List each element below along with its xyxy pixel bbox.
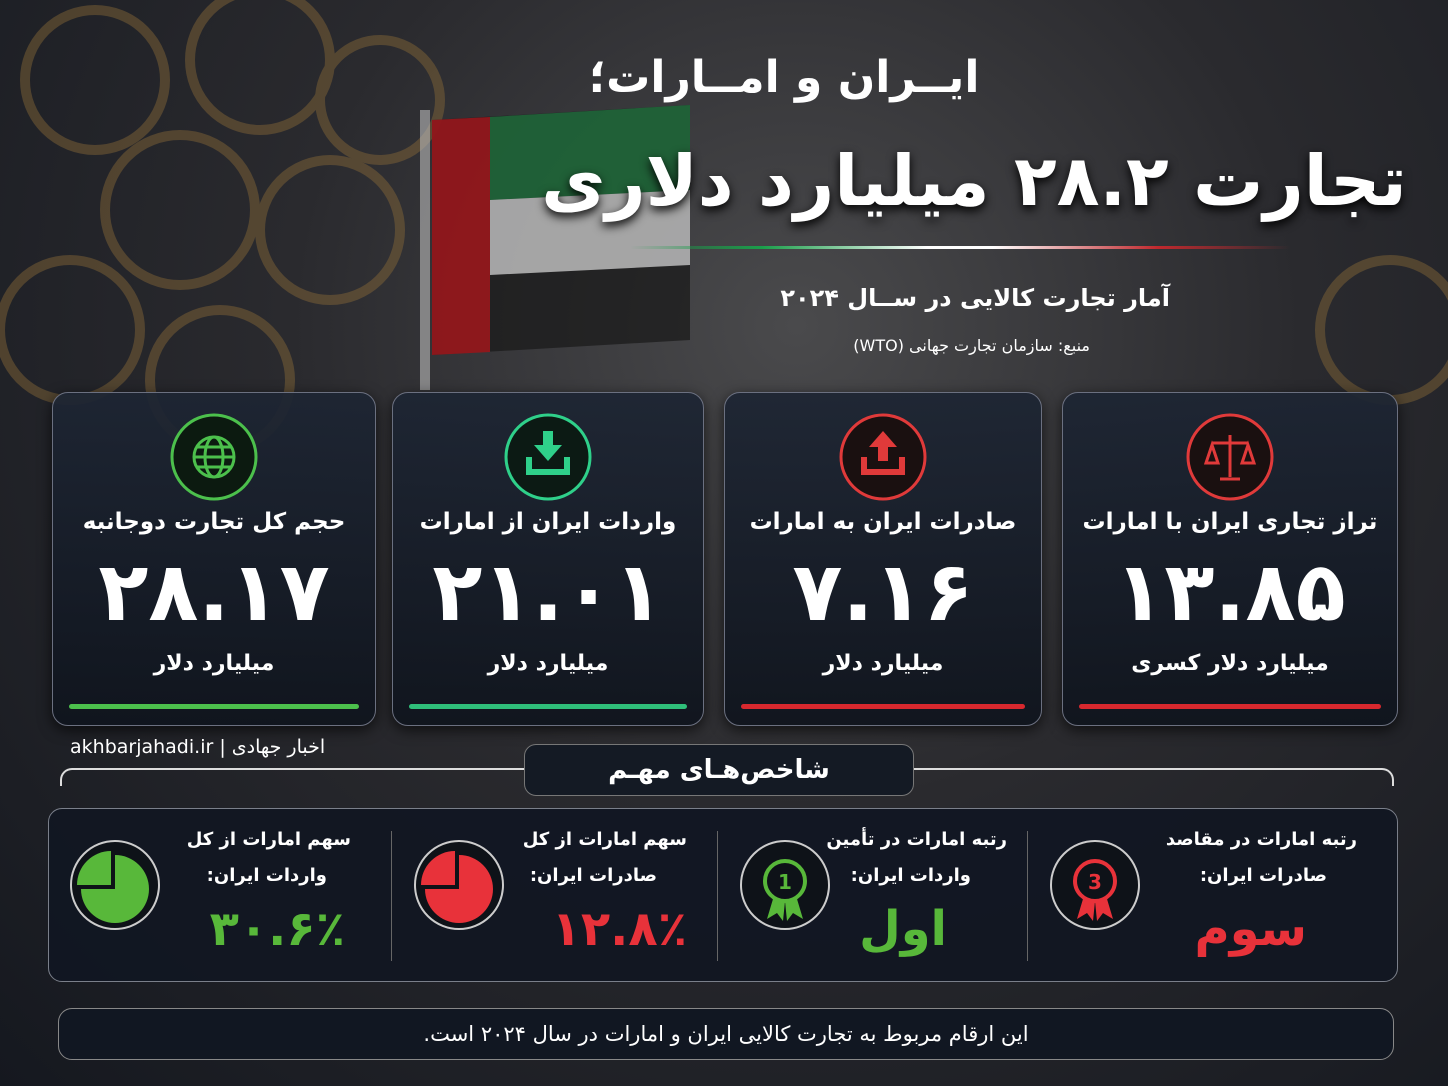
medal-number: 3 xyxy=(1088,870,1102,894)
pie-icon xyxy=(70,840,160,930)
title-line-2: تجارت ۲۸.۲ میلیارد دلاری xyxy=(541,140,1407,222)
indicator-label: صادرات ایران: xyxy=(529,865,657,886)
card-unit: میلیارد دلار کسری xyxy=(1131,651,1329,676)
icon-import xyxy=(504,413,592,501)
indicator: سهم امارات از کل صادرات ایران: ۱۲.۸٪ xyxy=(393,809,717,981)
indicator-value: ۳۰.۶٪ xyxy=(209,901,345,957)
subtitle: آمار تجارت کالایی در ســال ۲۰۲۴ xyxy=(780,284,1170,312)
indicator-panel: رتبه امارات در مقاصد صادرات ایران: سوم 3… xyxy=(48,808,1398,982)
card-bar xyxy=(69,704,359,709)
card: صادرات ایران به امارات ۷.۱۶ میلیارد دلار xyxy=(724,392,1042,726)
indicator-label: واردات ایران: xyxy=(850,865,971,886)
indicator: رتبه امارات در مقاصد صادرات ایران: سوم 3 xyxy=(1029,809,1397,981)
indicator-label: صادرات ایران: xyxy=(1199,865,1327,886)
brand-name: اخبار جهادی xyxy=(231,736,326,758)
card-unit: میلیارد دلار xyxy=(822,651,944,676)
pie-icon xyxy=(414,840,504,930)
medal: 1 xyxy=(740,840,830,930)
indicator: سهم امارات از کل واردات ایران: ۳۰.۶٪ xyxy=(49,809,391,981)
indicator-label: واردات ایران: xyxy=(206,865,327,886)
indicator-label: سهم امارات از کل xyxy=(186,829,351,850)
background-decor xyxy=(0,0,1448,455)
icon-export xyxy=(839,413,927,501)
title-line-1: ایــران و امــارات؛ xyxy=(588,52,980,103)
card-label: واردات ایران از امارات xyxy=(419,509,677,535)
card-label: حجم کل تجارت دوجانبه xyxy=(82,509,346,535)
card-unit: میلیارد دلار xyxy=(487,651,609,676)
indicator: رتبه امارات در تأمین واردات ایران: اول 1 xyxy=(719,809,1027,981)
divider xyxy=(630,246,1290,249)
card: حجم کل تجارت دوجانبه ۲۸.۱۷ میلیارد دلار xyxy=(52,392,376,726)
source: منبع: سازمان تجارت جهانی (WTO) xyxy=(853,336,1090,355)
card-value: ۲۸.۱۷ xyxy=(98,545,330,640)
indicator-value: سوم xyxy=(1194,901,1307,957)
indicator-value: ۱۲.۸٪ xyxy=(551,901,687,957)
section-title: شاخص‌هـای مهـم xyxy=(524,744,914,796)
card-bar xyxy=(409,704,687,709)
brand: akhbarjahadi.ir | اخبار جهادی xyxy=(70,736,326,758)
brand-site: akhbarjahadi.ir xyxy=(70,736,214,758)
separator xyxy=(717,831,718,961)
card: تراز تجاری ایران با امارات ۱۳.۸۵ میلیارد… xyxy=(1062,392,1398,726)
medal-number: 1 xyxy=(778,870,792,894)
separator xyxy=(391,831,392,961)
card-value: ۲۱.۰۱ xyxy=(432,545,664,640)
card: واردات ایران از امارات ۲۱.۰۱ میلیارد دلا… xyxy=(392,392,704,726)
card-bar xyxy=(741,704,1025,709)
icon-globe xyxy=(170,413,258,501)
indicator-value: اول xyxy=(859,901,947,957)
card-value: ۷.۱۶ xyxy=(792,545,974,640)
card-unit: میلیارد دلار xyxy=(153,651,275,676)
footer-note: این ارقام مربوط به تجارت کالایی ایران و … xyxy=(58,1008,1394,1060)
separator xyxy=(1027,831,1028,961)
card-value: ۱۳.۸۵ xyxy=(1114,545,1346,640)
indicator-label: رتبه امارات در مقاصد xyxy=(1165,829,1357,850)
card-label: صادرات ایران به امارات xyxy=(749,509,1017,535)
card-bar xyxy=(1079,704,1381,709)
icon-balance xyxy=(1186,413,1274,501)
medal: 3 xyxy=(1050,840,1140,930)
indicator-label: رتبه امارات در تأمین xyxy=(826,829,1007,850)
card-label: تراز تجاری ایران با امارات xyxy=(1082,509,1378,535)
indicator-label: سهم امارات از کل xyxy=(522,829,687,850)
